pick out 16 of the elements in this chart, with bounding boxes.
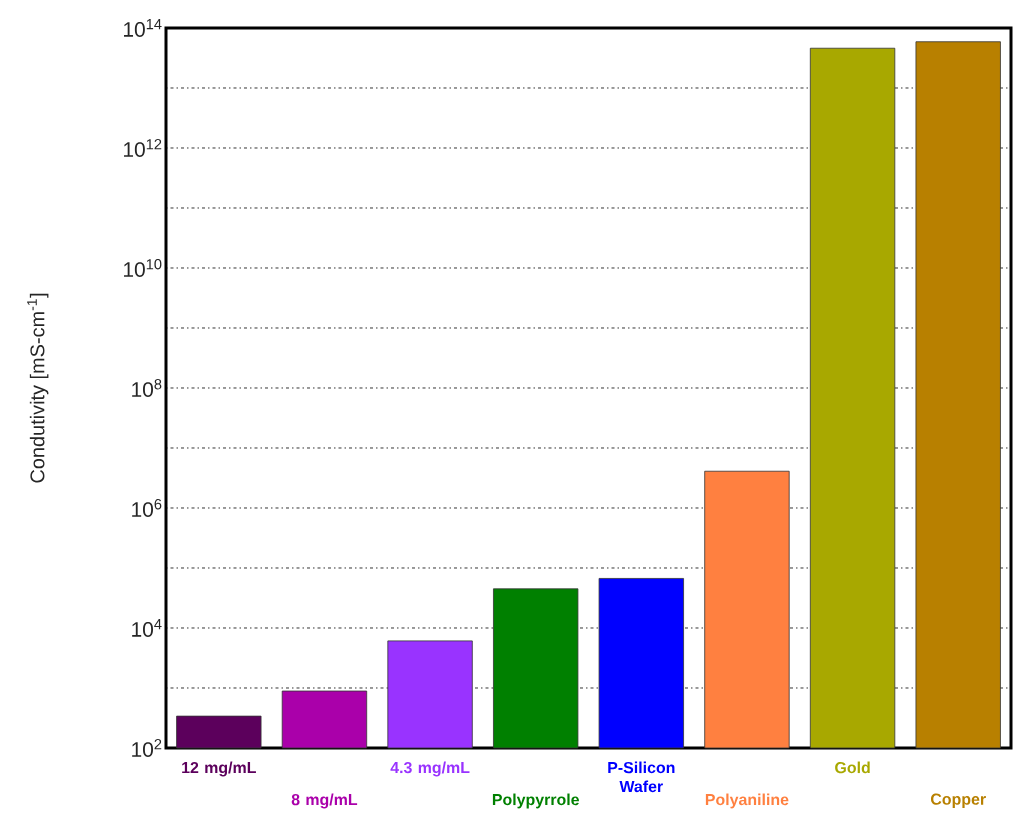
x-tick-label: 8 mg/mL <box>291 793 358 809</box>
y-tick-label: 10$^{2}$ <box>132 739 162 757</box>
x-tick-label: P-Silicon Wafer <box>608 761 675 793</box>
y-tick-label: 10$^{6}$ <box>132 499 162 517</box>
x-tick-label: Polyaniline <box>705 793 789 809</box>
x-tick-label: 4.3 mg/mL <box>390 761 470 777</box>
y-tick-label: 10$^{10}$ <box>124 259 162 277</box>
x-tick-label: Copper <box>930 793 986 808</box>
y-tick-label: 10$^{4}$ <box>132 619 162 637</box>
x-tick-label: Polypyrrole <box>492 793 580 809</box>
y-tick-label: 10$^{8}$ <box>132 379 162 397</box>
x-tick-label: 12 mg/mL <box>182 761 256 777</box>
y-tick-label: 10$^{12}$ <box>124 139 162 157</box>
y-tick-label: 10$^{14}$ <box>124 19 162 37</box>
x-tick-label: Gold <box>835 761 870 774</box>
y-axis-title: Condutivity [mS-cm$^{-1}$] <box>27 293 49 483</box>
